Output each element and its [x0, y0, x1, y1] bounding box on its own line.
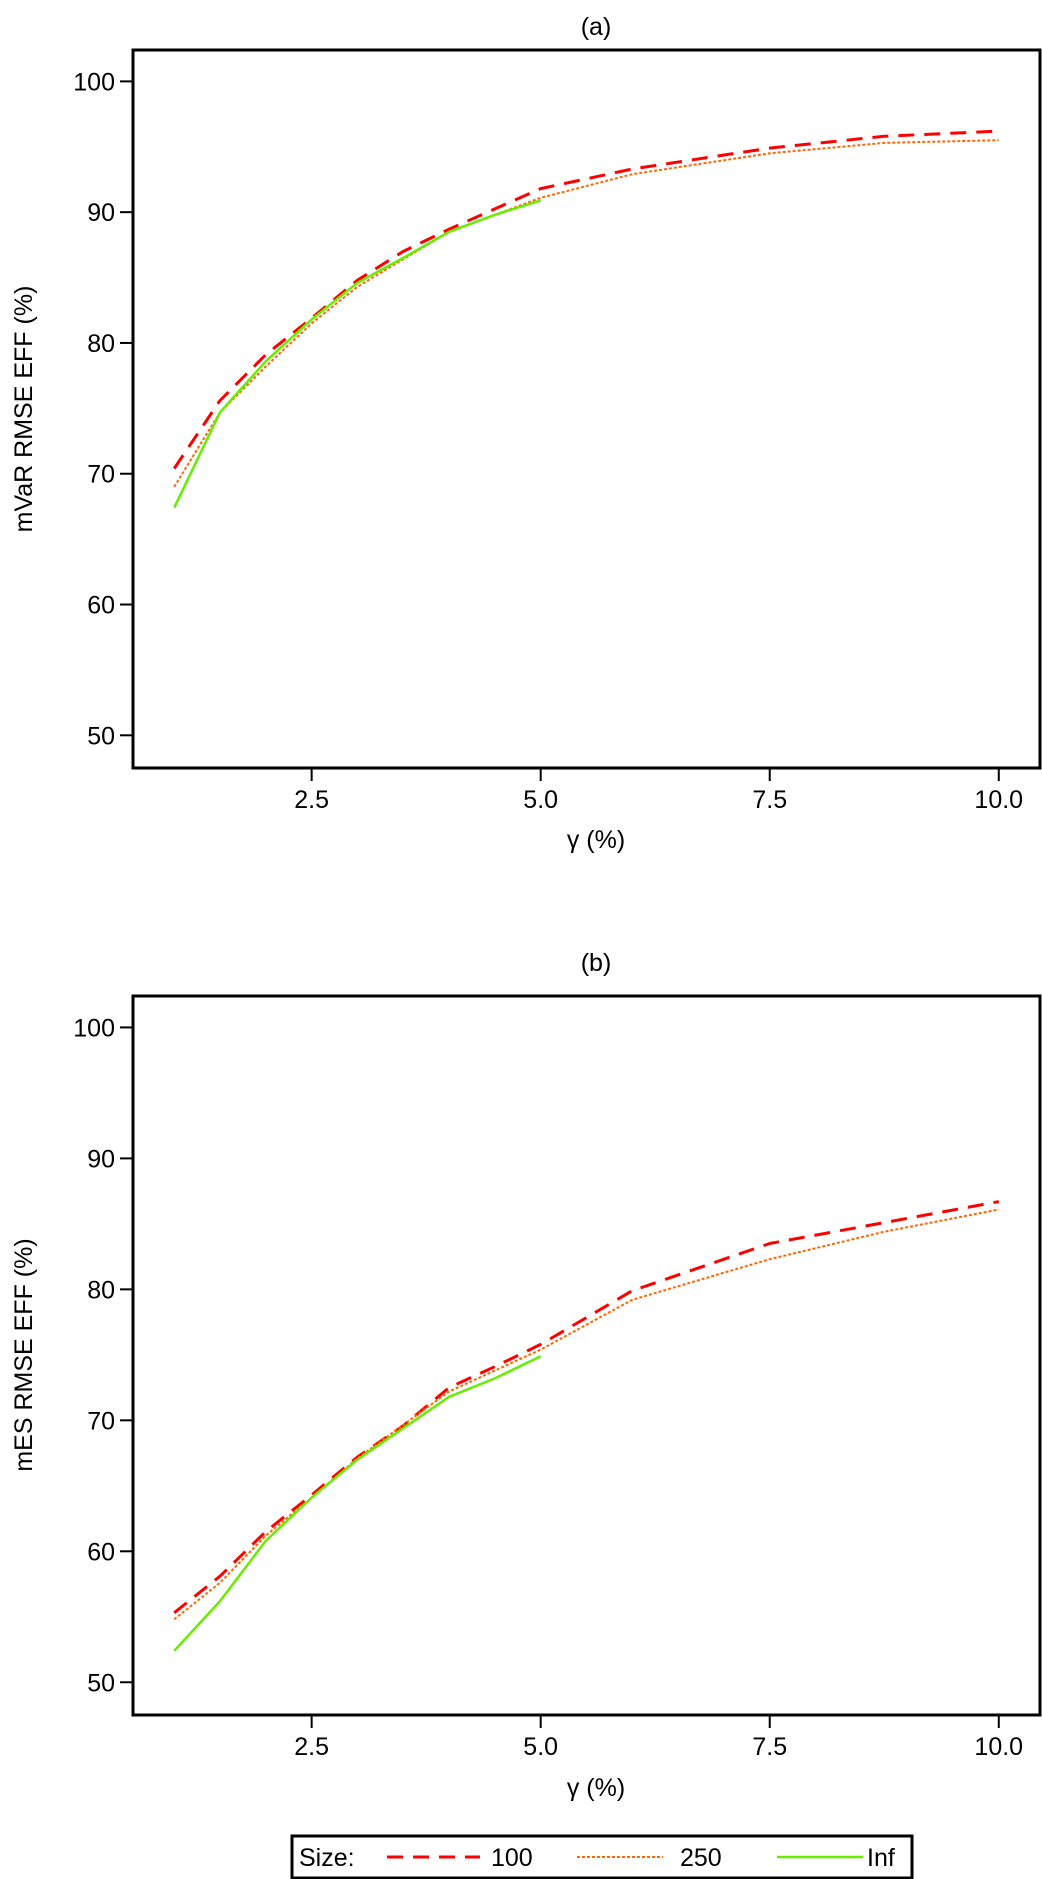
- legend-label-inf: Inf: [867, 1844, 895, 1872]
- y-tick-label: 60: [87, 1538, 115, 1566]
- legend-label-100: 100: [491, 1844, 533, 1872]
- panel-a-y-axis-title: mVaR RMSE EFF (%): [10, 286, 38, 533]
- x-tick-label: 7.5: [752, 786, 787, 814]
- y-tick-label: 70: [87, 461, 115, 489]
- x-tick-label: 2.5: [294, 786, 329, 814]
- series-line-250: [173, 139, 999, 488]
- y-tick-label: 100: [73, 68, 115, 96]
- y-tick-label: 90: [87, 1145, 115, 1173]
- y-tick-label: 90: [87, 199, 115, 227]
- x-tick-label: 2.5: [294, 1733, 329, 1761]
- legend-label-250: 250: [680, 1844, 722, 1872]
- x-tick-label: 5.0: [523, 786, 558, 814]
- y-tick-label: 80: [87, 1276, 115, 1304]
- panel-b-title: (b): [581, 949, 612, 977]
- y-tick-label: 100: [73, 1014, 115, 1042]
- panel-b: (b) γ (%) mES RMSE EFF (%) 50 60 70 80 90 100…: [10, 949, 1042, 1802]
- series-line-inf: [173, 199, 542, 509]
- legend-title: Size:: [299, 1844, 355, 1872]
- series-line-100: [172, 129, 999, 470]
- panel-a-title: (a): [581, 13, 612, 41]
- panel-a-plot-frame: [131, 48, 1042, 770]
- panel-b-plot-frame: [131, 994, 1042, 1717]
- x-tick-label: 10.0: [974, 786, 1023, 814]
- legend: Size: 100 250 Inf: [290, 1834, 914, 1879]
- panel-b-y-axis-title: mES RMSE EFF (%): [10, 1238, 38, 1471]
- x-tick-label: 7.5: [752, 1733, 787, 1761]
- series-line-250: [173, 1208, 999, 1621]
- y-tick-label: 80: [87, 330, 115, 358]
- panel-a: (a) γ (%) mVaR RMSE EFF (%) 50 60 70 80 90 10…: [10, 13, 1042, 854]
- panel-a-x-axis-title: γ (%): [567, 826, 625, 854]
- panel-b-x-axis-title: γ (%): [567, 1774, 625, 1802]
- x-tick-label: 5.0: [523, 1733, 558, 1761]
- y-tick-label: 60: [87, 592, 115, 620]
- y-tick-label: 70: [87, 1407, 115, 1435]
- series-line-100: [173, 1200, 1000, 1614]
- y-tick-label: 50: [87, 1669, 115, 1697]
- y-tick-label: 50: [87, 722, 115, 750]
- x-tick-label: 10.0: [974, 1733, 1023, 1761]
- series-line-inf: [173, 1355, 542, 1652]
